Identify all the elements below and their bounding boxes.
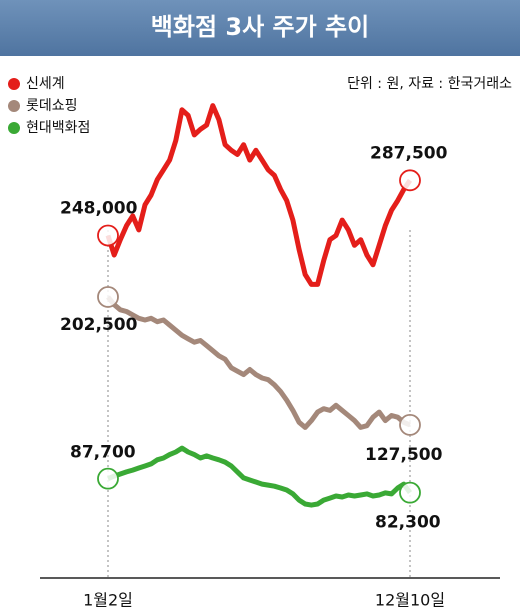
end-marker — [97, 286, 119, 308]
end-marker — [97, 224, 119, 247]
value-label: 287,500 — [370, 143, 448, 163]
value-label: 127,500 — [365, 445, 443, 465]
series-line — [105, 103, 413, 287]
x-tick-label: 1월2일 — [83, 591, 133, 610]
legend-marker — [8, 122, 20, 134]
source: 단위 : 원, 자료 : 한국거래소 — [347, 76, 512, 92]
value-label: 82,300 — [375, 513, 441, 533]
value-label: 87,700 — [70, 443, 136, 463]
legend-label: 롯데쇼핑 — [26, 98, 78, 114]
legend-marker — [8, 100, 20, 112]
title-bar — [0, 0, 520, 56]
legend-marker — [8, 78, 20, 90]
end-marker — [399, 481, 421, 504]
x-tick-label: 12월10일 — [375, 591, 445, 610]
value-label: 202,500 — [60, 315, 138, 335]
series-line — [107, 445, 413, 508]
chart-title: 백화점 3사 주가 추이 — [151, 13, 369, 41]
end-marker — [399, 413, 421, 436]
legend-label: 현대백화점 — [26, 120, 90, 136]
end-marker — [97, 467, 119, 490]
end-marker — [399, 169, 421, 192]
value-label: 248,000 — [60, 198, 138, 218]
series-line — [106, 295, 411, 430]
legend-label: 신세계 — [26, 76, 65, 92]
